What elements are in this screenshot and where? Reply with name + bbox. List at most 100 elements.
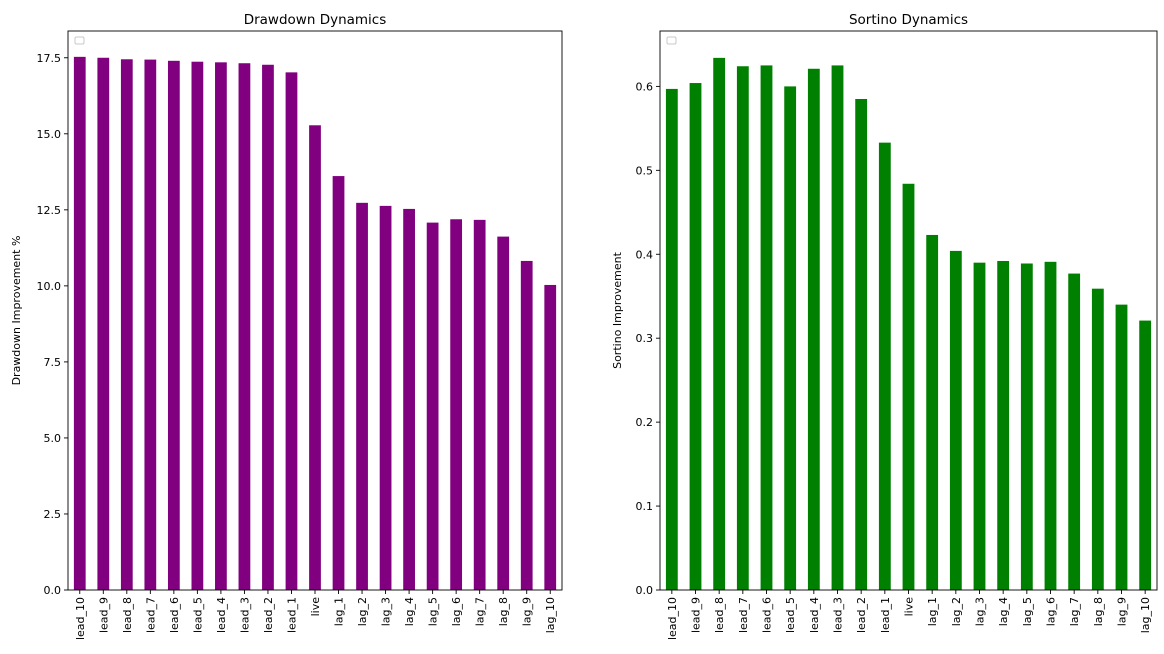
sortino-xtick-label: lead_8 [713,597,726,633]
sortino-bar-lag_1 [926,234,939,590]
sortino-bar-lead_7 [736,66,749,590]
drawdown-bar-lag_3 [379,205,392,591]
sortino-bar-lead_4 [807,68,820,591]
sortino-bar-lag_10 [1139,320,1152,590]
sortino-xtick-label: live [903,597,916,617]
drawdown-bar-lead_7 [144,59,157,590]
sortino-xtick-label: lag_5 [1021,597,1034,626]
drawdown-xtick-label: lead_6 [168,597,181,633]
sortino-legend-box [666,36,677,45]
drawdown-xtick-label: lag_2 [356,597,369,626]
drawdown-bar-live [309,125,321,590]
drawdown-ylabel: Drawdown Improvement % [10,236,23,386]
drawdown-xtick-label: lag_5 [427,597,440,626]
drawdown-bar-lag_8 [497,236,510,590]
sortino-ytick-label: 0.3 [636,332,654,345]
drawdown-ytick-label: 0.0 [44,584,62,597]
drawdown-bar-lag_1 [332,176,345,590]
drawdown-bar-lag_9 [520,260,533,590]
sortino-bar-lead_2 [855,98,868,591]
sortino-ytick-label: 0.2 [636,416,654,429]
drawdown-xtick-label: lag_8 [497,597,510,626]
sortino-xtick-label: lead_7 [737,597,750,633]
drawdown-chart-title: Drawdown Dynamics [244,12,387,28]
sortino-xtick-label: lag_1 [926,597,939,626]
drawdown-ytick-label: 10.0 [37,280,62,293]
sortino-bar-lag_6 [1044,261,1057,590]
drawdown-ytick-label: 12.5 [37,204,62,217]
drawdown-xtick-label: live [309,597,322,617]
drawdown-ytick-label: 17.5 [37,52,62,65]
sortino-bar-live [902,183,915,590]
sortino-bar-lead_5 [784,86,797,590]
sortino-xtick-label: lead_1 [879,597,892,633]
drawdown-xtick-label: lag_4 [403,597,416,626]
sortino-xtick-label: lag_4 [997,597,1010,626]
sortino-xtick-label: lag_8 [1092,597,1105,626]
drawdown-bar-lead_8 [120,59,133,591]
sortino-bar-lag_8 [1091,288,1104,590]
drawdown-bar-lag_7 [473,219,486,590]
drawdown-bar-lag_5 [426,222,439,590]
sortino-bar-lag_9 [1115,304,1128,590]
sortino-bar-lead_8 [713,57,726,590]
drawdown-ytick-label: 5.0 [44,432,62,445]
sortino-bar-lag_4 [997,260,1010,590]
sortino-ytick-label: 0.5 [636,164,654,177]
sortino-ytick-label: 0.6 [636,80,654,93]
sortino-chart-title: Sortino Dynamics [849,12,968,28]
drawdown-xtick-label: lag_7 [474,597,487,626]
drawdown-ytick-label: 2.5 [44,508,62,521]
drawdown-bar-lead_6 [167,60,180,590]
sortino-bar-lag_5 [1020,263,1033,590]
sortino-xtick-label: lead_9 [690,597,703,633]
drawdown-xtick-label: lead_3 [238,597,251,633]
drawdown-xtick-label: lag_6 [450,597,463,626]
sortino-xtick-label: lead_10 [666,597,679,640]
sortino-ytick-label: 0.0 [636,584,654,597]
drawdown-xtick-label: lead_8 [121,597,134,633]
sortino-bar-lead_1 [878,142,891,590]
drawdown-xtick-label: lead_9 [97,597,110,633]
drawdown-xtick-label: lead_4 [215,597,228,633]
drawdown-xtick-label: lead_2 [262,597,275,633]
sortino-xtick-label: lag_10 [1139,597,1152,633]
drawdown-xtick-label: lag_1 [333,597,346,626]
drawdown-bar-lag_10 [544,284,557,590]
sortino-bar-lead_6 [760,65,773,591]
drawdown-xtick-label: lag_10 [544,597,557,633]
drawdown-bar-lag_6 [450,219,463,590]
drawdown-xtick-label: lead_10 [74,597,87,640]
drawdown-xtick-label: lead_1 [285,597,298,633]
sortino-xtick-label: lead_5 [784,597,797,633]
sortino-ytick-label: 0.1 [636,500,654,513]
drawdown-bar-lag_4 [403,208,415,590]
drawdown-bar-lead_4 [215,62,227,590]
drawdown-bar-lag_2 [356,202,368,590]
drawdown-bar-lead_10 [73,56,86,591]
drawdown-xtick-label: lead_5 [191,597,204,633]
sortino-xtick-label: lead_6 [761,597,774,633]
drawdown-xtick-label: lag_3 [380,597,393,626]
sortino-bar-lead_10 [665,88,678,590]
drawdown-ytick-label: 7.5 [44,356,62,369]
drawdown-bar-lead_9 [97,57,110,591]
drawdown-xtick-label: lead_7 [144,597,157,633]
sortino-xtick-label: lead_2 [855,597,868,633]
sortino-xtick-label: lead_3 [832,597,845,633]
sortino-xtick-label: lag_2 [950,597,963,626]
sortino-bar-lag_3 [973,262,986,590]
drawdown-bar-lead_3 [238,63,251,591]
sortino-xtick-label: lead_4 [808,597,821,633]
sortino-xtick-label: lag_9 [1116,597,1129,626]
sortino-bar-lead_3 [831,65,844,591]
sortino-xtick-label: lag_6 [1045,597,1058,626]
sortino-bar-lag_7 [1068,273,1081,590]
sortino-bar-lead_9 [689,83,702,591]
drawdown-bar-lead_5 [191,61,204,590]
drawdown-ytick-label: 15.0 [37,128,62,141]
sortino-ytick-label: 0.4 [636,248,654,261]
drawdown-xtick-label: lag_9 [521,597,534,626]
drawdown-legend-box [74,36,85,45]
